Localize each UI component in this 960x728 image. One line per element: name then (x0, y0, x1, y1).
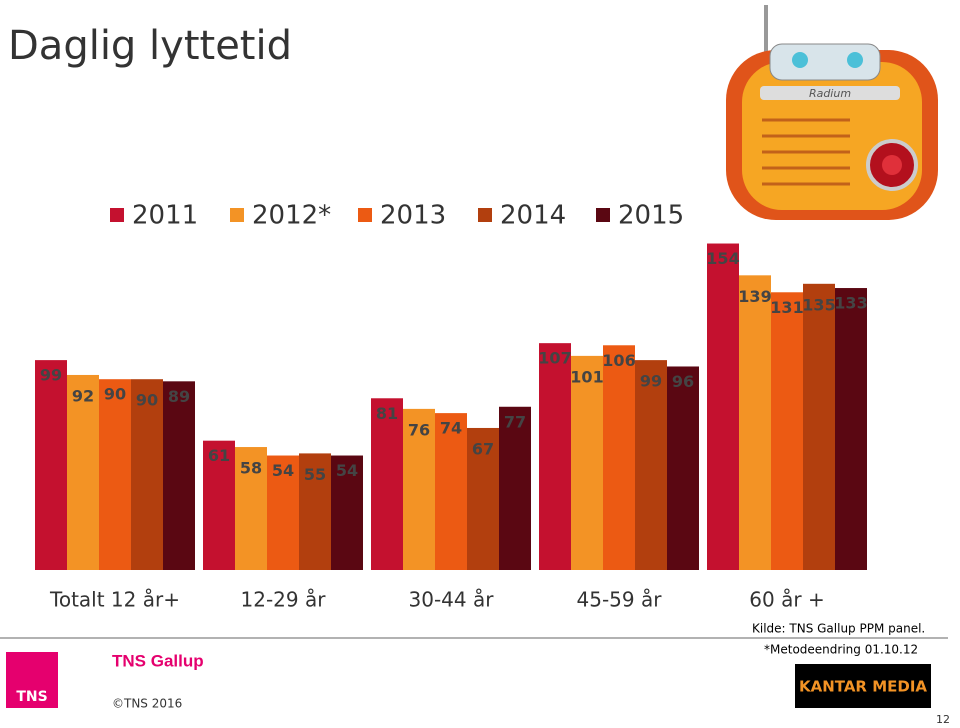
value-label: 54 (272, 461, 294, 480)
partner-text: KANTAR MEDIA (799, 678, 927, 696)
value-label: 55 (304, 465, 326, 484)
method-note: *Metodeendring 01.10.12 (764, 643, 918, 657)
value-label: 106 (602, 351, 635, 370)
legend-label: 2015 (618, 201, 684, 231)
bar (35, 360, 67, 570)
value-label: 90 (136, 391, 158, 410)
bar (603, 345, 635, 570)
bar (739, 275, 771, 570)
value-label: 89 (168, 387, 190, 406)
radio-label: Radium (809, 87, 851, 100)
bar (771, 292, 803, 570)
radio-illustration: Radium (726, 5, 938, 220)
bar (203, 440, 235, 570)
page-number: 12 (936, 713, 950, 726)
bar (707, 243, 739, 570)
copyright: ©TNS 2016 (112, 697, 182, 711)
legend-marker (596, 208, 610, 222)
value-label: 99 (40, 366, 62, 385)
bar (267, 455, 299, 570)
value-label: 54 (336, 461, 358, 480)
bar (131, 379, 163, 570)
value-label: 77 (504, 412, 526, 431)
value-label: 76 (408, 420, 430, 439)
x-tick-label: 12-29 år (241, 588, 327, 612)
x-tick-label: 30-44 år (409, 588, 495, 612)
partner-logo (795, 664, 931, 708)
value-label: 96 (672, 372, 694, 391)
value-label: 133 (834, 294, 867, 313)
value-label: 99 (640, 372, 662, 391)
bar (467, 427, 499, 570)
bar (299, 453, 331, 570)
bar (371, 398, 403, 570)
bar (499, 406, 531, 570)
logo-box (6, 652, 58, 708)
value-label: 92 (72, 386, 94, 405)
bar (635, 360, 667, 570)
bar (331, 455, 363, 570)
value-label: 81 (376, 404, 398, 423)
legend-marker (230, 208, 244, 222)
value-label: 74 (440, 419, 462, 438)
value-label: 90 (104, 385, 126, 404)
value-label: 58 (240, 459, 262, 478)
bar (539, 343, 571, 570)
legend-label: 2012* (252, 201, 331, 231)
bar (835, 288, 867, 570)
legend-marker (358, 208, 372, 222)
x-tick-label: 45-59 år (577, 588, 663, 612)
bar (163, 381, 195, 570)
source-note: Kilde: TNS Gallup PPM panel. (752, 622, 925, 636)
value-label: 139 (738, 287, 771, 306)
value-label: 154 (706, 249, 739, 268)
value-label: 107 (538, 349, 571, 368)
value-label: 131 (770, 298, 803, 317)
bar (235, 447, 267, 570)
x-tick-label: Totalt 12 år+ (49, 588, 180, 612)
bar (99, 379, 131, 570)
bar (571, 355, 603, 570)
x-tick-label: 60 år + (749, 588, 824, 612)
bar (803, 283, 835, 570)
bar (435, 413, 467, 570)
legend-marker (478, 208, 492, 222)
bar (403, 408, 435, 570)
value-label: 101 (570, 367, 603, 386)
chart-title: Daglig lyttetid (8, 23, 292, 69)
legend-label: 2013 (380, 201, 446, 231)
legend-label: 2014 (500, 201, 566, 231)
bar (667, 366, 699, 570)
legend-marker (110, 208, 124, 222)
value-label: 61 (208, 446, 230, 465)
logo-text: TNS (16, 689, 47, 705)
brand: TNS Gallup (112, 651, 204, 670)
value-label: 135 (802, 295, 835, 314)
value-label: 67 (472, 439, 494, 458)
bar (67, 374, 99, 570)
legend-label: 2011 (132, 201, 198, 231)
